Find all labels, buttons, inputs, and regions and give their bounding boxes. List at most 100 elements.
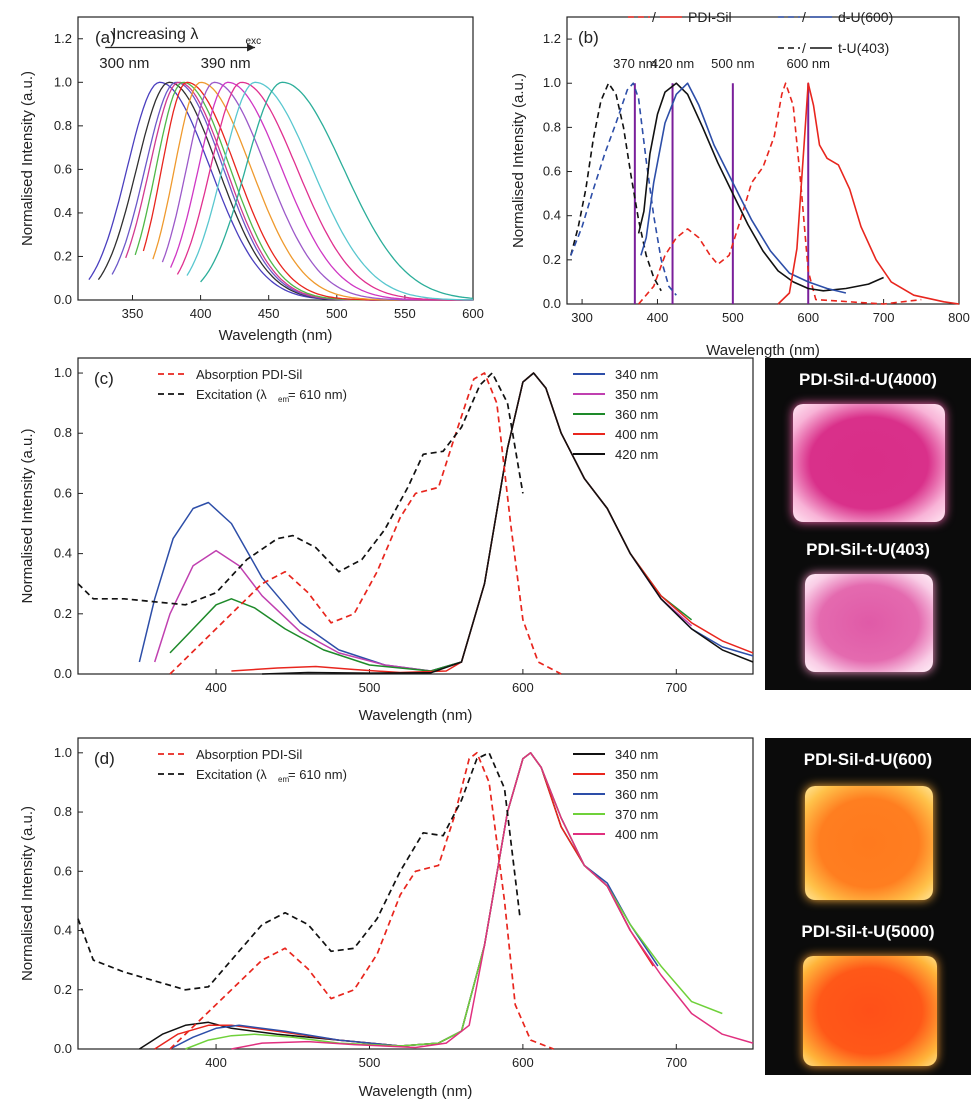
x-tick-label: 400 [190, 306, 212, 321]
x-tick-label: 550 [394, 306, 416, 321]
chart-c: 400 500 600 700 0.0 0.2 0.4 0.6 0.8 1.0 Wavelength… [19, 357, 754, 724]
legend-label: 420 nm [615, 447, 658, 462]
photo-title-top: PDI-Sil-d-U(4000) [799, 370, 937, 389]
legend-label: Absorption PDI-Sil [196, 747, 302, 762]
sample-pink-bottom [805, 574, 933, 672]
vline-label: 370 nm [613, 56, 656, 71]
y-tick-label: 1.2 [543, 31, 561, 46]
red-dash-line [637, 82, 922, 305]
absorption-line [169, 372, 562, 675]
photo-title-bottom: PDI-Sil-t-U(403) [806, 540, 930, 559]
legend-item: 340 nm [573, 367, 658, 382]
x-tick-label: 400 [205, 1055, 227, 1070]
y-tick-label: 0.0 [543, 296, 561, 311]
blue-dash-line [570, 82, 677, 296]
excitation-line [77, 372, 524, 606]
y-tick-label: 0.4 [543, 208, 561, 223]
legend-item: 370 nm [573, 807, 658, 822]
emission-line-420-nm [262, 372, 754, 675]
photo-panel-d: PDI-Sil-d-U(600) PDI-Sil-t-U(5000) [765, 738, 971, 1075]
panel-label: (d) [94, 749, 115, 768]
x-tick-label: 600 [512, 1055, 534, 1070]
chart-d: 400 500 600 700 0.0 0.2 0.4 0.6 0.8 1.0 Wavelength… [19, 737, 754, 1100]
y-axis-label: Normalised Intensity (a.u.) [510, 73, 527, 248]
x-tick-label: 500 [359, 1055, 381, 1070]
legend-item: Excitation (λ em = 610 nm) [158, 767, 347, 784]
y-tick-label: 0.6 [54, 161, 72, 176]
sample-pink-top [793, 404, 945, 522]
legend-item: Absorption PDI-Sil [158, 747, 302, 762]
legend-label: Excitation (λ [196, 767, 267, 782]
photo-title-bottom: PDI-Sil-t-U(5000) [801, 922, 935, 941]
plot-frame [77, 357, 754, 675]
red-solid-line [777, 82, 960, 305]
panel-label: (c) [94, 369, 114, 388]
vline-label: 500 nm [711, 56, 754, 71]
y-axis-label: Normalised Intensity (a.u.) [19, 806, 36, 981]
x-tick-label: 800 [948, 310, 970, 325]
y-tick-label: 1.0 [54, 365, 72, 380]
y-tick-label: 0.8 [54, 118, 72, 133]
y-tick-label: 0.6 [543, 164, 561, 179]
legend-label: 370 nm [615, 807, 658, 822]
y-tick-label: 0.4 [54, 923, 72, 938]
legend-separator: / [802, 40, 806, 56]
legend-label: 360 nm [615, 787, 658, 802]
y-tick-label: 0.4 [54, 205, 72, 220]
legend-label: t-U(403) [838, 40, 889, 56]
emission-line-360-nm [169, 752, 659, 1050]
legend-label: 340 nm [615, 367, 658, 382]
legend-item: 360 nm [573, 787, 658, 802]
series-line [97, 81, 472, 301]
legend-label: 350 nm [615, 387, 658, 402]
legend-item: Excitation (λ em = 610 nm) [158, 387, 347, 404]
x-tick-label: 700 [665, 1055, 687, 1070]
emission-line-350-nm [153, 372, 693, 672]
blue-solid-line [640, 82, 847, 294]
y-tick-label: 0.0 [54, 666, 72, 681]
legend-label: d-U(600) [838, 9, 893, 25]
x-tick-label: 450 [258, 306, 280, 321]
legend-item: 340 nm [573, 747, 658, 762]
annotation-arrowhead [247, 43, 256, 52]
panel-label: (a) [95, 28, 116, 47]
x-tick-label: 500 [326, 306, 348, 321]
x-tick-label: 700 [873, 310, 895, 325]
black-dash-line [570, 82, 662, 292]
y-tick-label: 0.4 [54, 546, 72, 561]
y-tick-label: 0.2 [54, 606, 72, 621]
y-tick-label: 0.8 [54, 425, 72, 440]
annotation-label: Increasing λ [112, 26, 198, 43]
plot-frame [566, 16, 960, 305]
legend-separator: / [652, 9, 656, 25]
excitation-line [77, 751, 521, 991]
plot-frame [77, 737, 754, 1050]
series-line [200, 81, 474, 299]
legend-item: 350 nm [573, 767, 658, 782]
emission-line-340-nm [138, 372, 754, 672]
chart-b: 300 400 500 600 700 800 0.0 0.2 0.4 0.6 0.8 1.0 1.2 W… [510, 9, 970, 359]
photo-title-top: PDI-Sil-d-U(600) [803, 750, 933, 769]
annotation-subscript: exc [246, 36, 262, 47]
black-solid-line [637, 82, 884, 292]
x-tick-label: 500 [359, 680, 381, 695]
y-tick-label: 0.2 [543, 252, 561, 267]
legend-label: 360 nm [615, 407, 658, 422]
x-axis-label: Wavelength (nm) [706, 342, 820, 359]
y-tick-label: 1.2 [54, 31, 72, 46]
x-tick-label: 300 [571, 310, 593, 325]
y-tick-label: 0.8 [54, 804, 72, 819]
y-tick-label: 1.0 [543, 75, 561, 90]
x-tick-label: 600 [462, 306, 484, 321]
panel-label: (b) [578, 28, 599, 47]
legend-item: / t-U(403) [778, 40, 889, 56]
x-tick-label: 500 [722, 310, 744, 325]
x-axis-label: Wavelength (nm) [359, 707, 473, 724]
x-tick-label: 600 [512, 680, 534, 695]
series-line [186, 81, 474, 301]
legend-label-tail: = 610 nm) [288, 767, 347, 782]
x-tick-label: 350 [122, 306, 144, 321]
y-tick-label: 0.2 [54, 982, 72, 997]
emission-line-400-nm [231, 752, 754, 1050]
